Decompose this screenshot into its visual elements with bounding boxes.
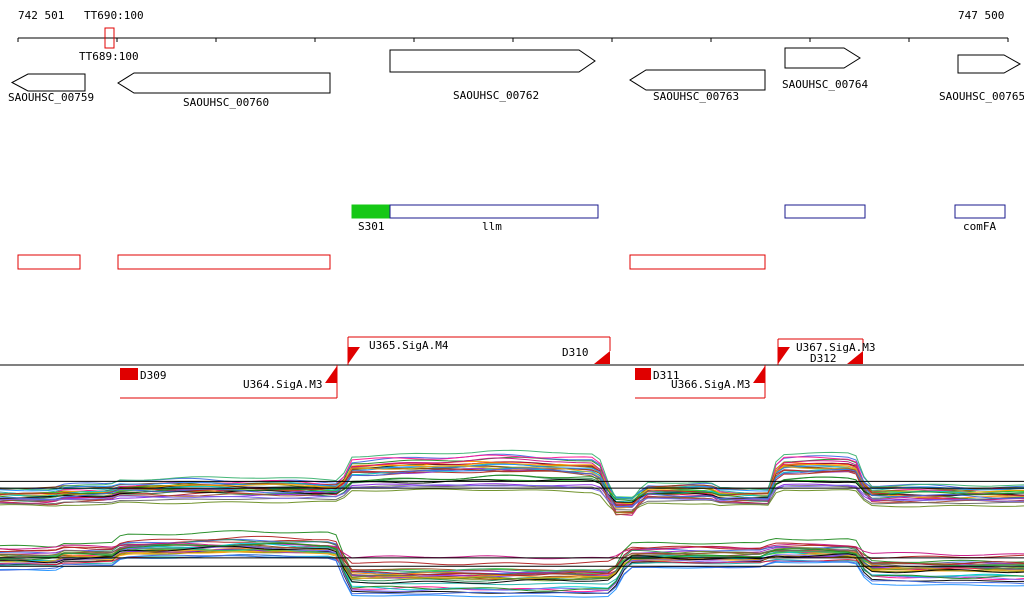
operon-bar[interactable]: [954, 204, 1006, 219]
coverage-trace: [0, 468, 1024, 516]
tt-marker-top-label: TT690:100: [84, 9, 144, 22]
terminator-triangle-icon[interactable]: [594, 351, 610, 364]
gene-arrow-SAOUHSC_00763[interactable]: [629, 69, 766, 91]
gene-label: SAOUHSC_00765: [939, 90, 1024, 103]
red-region-box[interactable]: [629, 254, 766, 270]
terminator-label: D312: [810, 352, 837, 365]
operon-label: comFA: [963, 220, 997, 233]
terminator-box-D311[interactable]: [635, 368, 651, 380]
coverage-trace: [0, 474, 1024, 502]
coverage-trace: [0, 488, 1024, 514]
coverage-panel-2: [0, 530, 1024, 598]
coverage-trace: [0, 542, 1024, 582]
promoter-flag-icon[interactable]: [325, 366, 337, 383]
transcript-label: U367.SigA.M3: [796, 341, 876, 354]
coverage-trace: [0, 449, 1024, 500]
operon-label: llm: [482, 220, 502, 233]
transcript-label: U365.SigA.M4: [369, 339, 449, 352]
tt-marker-bottom-label: TT689:100: [79, 50, 139, 63]
coverage-trace: [0, 530, 1024, 576]
gene-arrow-SAOUHSC_00762[interactable]: [389, 49, 596, 73]
coverage-trace: [0, 545, 1024, 584]
gene-label: SAOUHSC_00762: [453, 89, 540, 102]
terminator-triangle-icon[interactable]: [847, 351, 863, 364]
gene-arrow-SAOUHSC_00765[interactable]: [957, 54, 1022, 74]
promoter-flag-icon[interactable]: [348, 347, 360, 364]
coverage-trace: [0, 535, 1024, 577]
terminator-label: D309: [140, 369, 167, 382]
coverage-trace: [0, 462, 1024, 505]
coverage-trace: [0, 548, 1024, 594]
operon-bar[interactable]: [784, 204, 866, 219]
ruler-end-coordinate: 747 500: [958, 9, 1005, 22]
coverage-trace: [0, 468, 1024, 507]
terminator-box-D309[interactable]: [120, 368, 138, 380]
gene-arrow-SAOUHSC_00764[interactable]: [784, 47, 861, 69]
terminator-label: D311: [653, 369, 680, 382]
coverage-trace: [0, 453, 1024, 500]
red-region-box[interactable]: [17, 254, 81, 270]
promoter-flag-icon[interactable]: [753, 366, 765, 383]
gene-label: SAOUHSC_00760: [183, 96, 270, 109]
transcript-label: U364.SigA.M3: [243, 378, 323, 391]
gene-arrow-SAOUHSC_00760[interactable]: [117, 72, 331, 94]
gene-arrow-SAOUHSC_00759[interactable]: [10, 73, 86, 92]
coverage-trace: [0, 467, 1024, 508]
operon-bar[interactable]: [389, 204, 599, 219]
gene-label: SAOUHSC_00764: [782, 78, 869, 91]
terminator-label: D310: [562, 346, 589, 359]
promoter-flag-icon[interactable]: [778, 347, 790, 364]
red-region-box[interactable]: [117, 254, 331, 270]
gene-label: SAOUHSC_00763: [653, 90, 740, 103]
ruler-start-coordinate: 742 501: [18, 9, 65, 22]
tt-site-marker[interactable]: [104, 27, 115, 49]
coverage-trace: [0, 484, 1024, 508]
transcript-label: U366.SigA.M3: [671, 378, 751, 391]
gene-label: SAOUHSC_00759: [8, 91, 95, 104]
coverage-trace: [0, 542, 1024, 592]
srna-bar[interactable]: [351, 204, 391, 219]
coverage-trace: [0, 554, 1024, 595]
operon-label: S301: [358, 220, 385, 233]
coverage-trace: [0, 554, 1024, 586]
coverage-panel-1: [0, 449, 1024, 516]
